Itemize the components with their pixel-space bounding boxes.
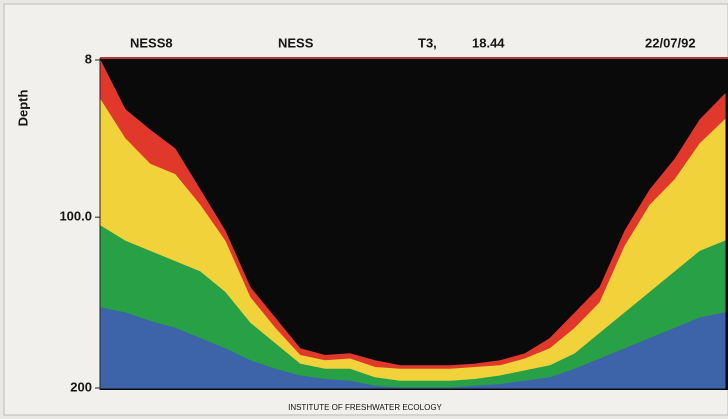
y-tick-label: 200 <box>70 379 92 394</box>
header-label: 22/07/92 <box>645 35 696 50</box>
header-label: T3, <box>418 35 437 50</box>
footer: INSTITUTE OF FRESHWATER ECOLOGY <box>288 403 442 412</box>
header-label: NESS <box>278 35 314 50</box>
y-tick-label: 100.0 <box>59 209 92 224</box>
y-axis-label: Depth <box>15 90 30 127</box>
header-label: 18.44 <box>472 35 505 50</box>
header-label: NESS8 <box>130 35 173 50</box>
chart: NESS8 NESS T3, 18.44 22/07/92 Depth INST… <box>0 0 728 419</box>
y-tick-label: 8 <box>85 51 92 66</box>
page: NESS8 NESS T3, 18.44 22/07/92 Depth INST… <box>0 0 728 419</box>
